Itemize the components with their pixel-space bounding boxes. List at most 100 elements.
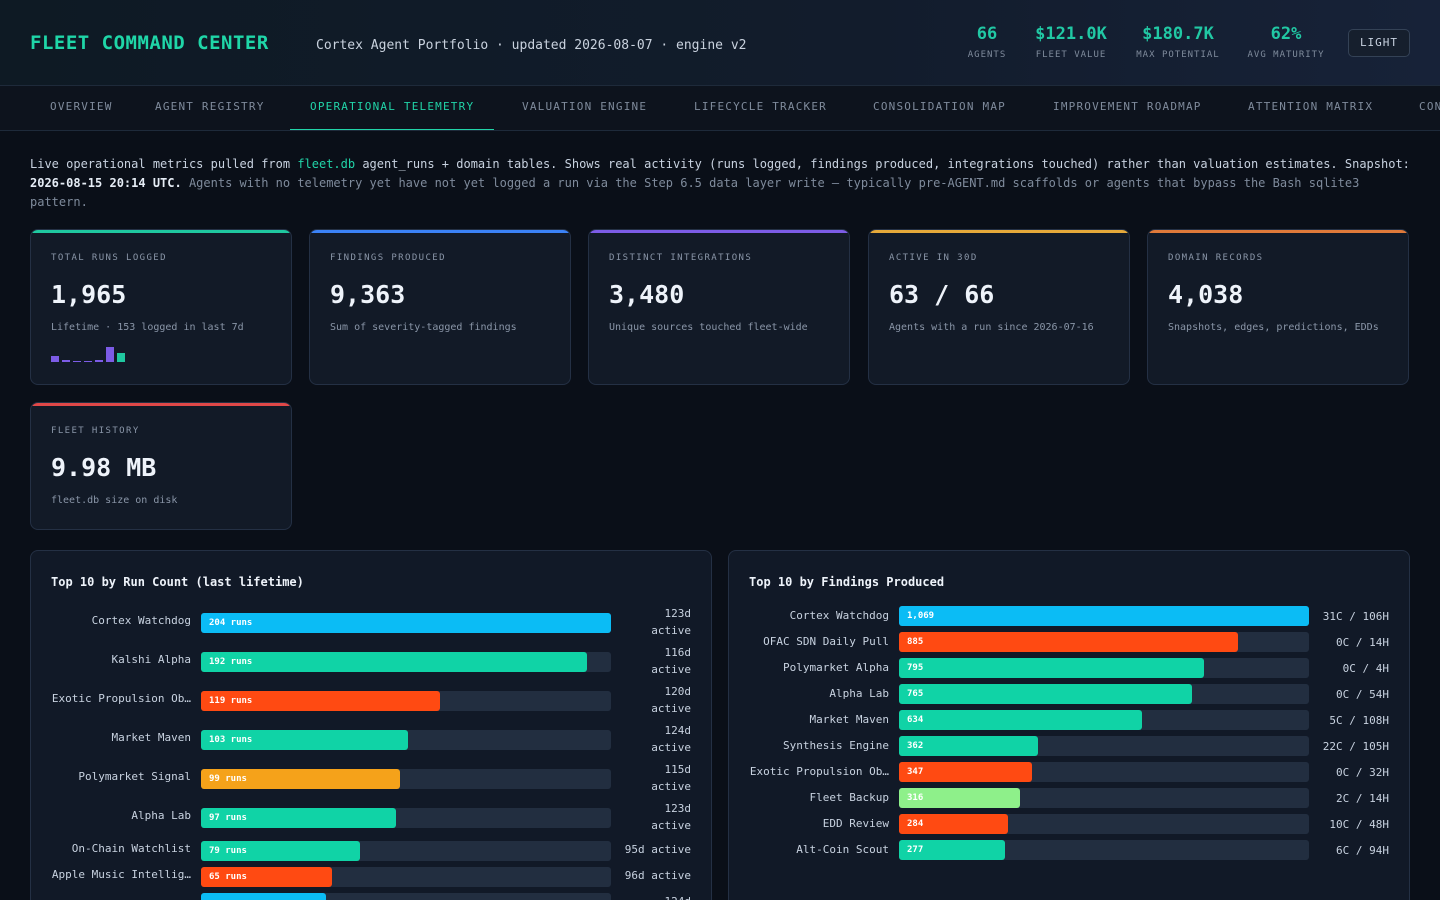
bar-fill: 284 — [899, 814, 1008, 834]
bar-fill: 765 — [899, 684, 1192, 704]
bar-track: 765 — [899, 684, 1309, 704]
bar-fill: 277 — [899, 840, 1005, 860]
card-value: 4,038 — [1168, 280, 1244, 309]
bar-value-label: 277 — [907, 845, 924, 855]
bar-value-label: 99 runs — [209, 774, 247, 784]
row-label: Synthesis Engine — [783, 739, 889, 752]
bar-fill: 316 — [899, 788, 1020, 808]
card-accent — [31, 403, 291, 406]
bar-fill: 103 runs — [201, 730, 408, 750]
bar-track: 99 runs — [201, 769, 611, 789]
stat-label: FLEET VALUE — [1035, 50, 1107, 60]
app-title: FLEET COMMAND CENTER — [30, 32, 269, 54]
theme-toggle-button[interactable]: LIGHT — [1348, 29, 1410, 57]
bar-fill: 79 runs — [201, 841, 360, 861]
tab-attention-matrix[interactable]: ATTENTION MATRIX — [1248, 100, 1374, 113]
bar-value-label: 204 runs — [209, 618, 253, 628]
bar-track: 103 runs — [201, 730, 611, 750]
bar-track: 795 — [899, 658, 1309, 678]
stat-label: AVG MATURITY — [1247, 50, 1325, 60]
spark-bar — [117, 353, 125, 362]
card-accent — [1148, 230, 1408, 233]
bar-value-label: 885 — [907, 637, 924, 647]
card-fleet-history: FLEET HISTORY 9.98 MB fleet.db size on d… — [30, 402, 292, 530]
spark-bar — [51, 356, 59, 362]
bar-fill: 65 runs — [201, 867, 332, 887]
bar-track: 1,069 — [899, 606, 1309, 626]
intro-text: Live operational metrics pulled from — [30, 157, 298, 171]
card-accent — [31, 230, 291, 233]
bar-fill: 634 — [899, 710, 1142, 730]
tab-overview[interactable]: OVERVIEW — [50, 100, 113, 113]
tab-improvement-roadmap[interactable]: IMPROVEMENT ROADMAP — [1053, 100, 1202, 113]
row-note: 115d active — [651, 763, 691, 793]
tab-consolidation-map[interactable]: CONSOLIDATION MAP — [873, 100, 1006, 113]
row-label: On-Chain Watchlist — [71, 842, 191, 855]
stat-value: $180.7K — [1142, 24, 1214, 44]
row-label: Alpha Lab — [829, 687, 889, 700]
row-note: 96d active — [624, 869, 691, 882]
card-sub: fleet.db size on disk — [51, 495, 178, 506]
bar-track — [201, 893, 611, 900]
row-note: 124d active — [651, 724, 691, 754]
intro-note: Agents with no telemetry yet have not ye… — [30, 176, 1360, 209]
row-note: 22C / 105H — [1322, 740, 1389, 753]
bar-fill: 347 — [899, 762, 1032, 782]
card-total-runs: TOTAL RUNS LOGGED 1,965 Lifetime · 153 l… — [30, 229, 292, 385]
row-label: Alpha Lab — [131, 809, 191, 822]
row-label: OFAC SDN Daily Pull — [763, 635, 889, 648]
card-value: 3,480 — [609, 280, 685, 309]
bar-value-label: 765 — [907, 689, 924, 699]
card-label: FINDINGS PRODUCED — [330, 253, 446, 263]
spark-bar — [62, 360, 70, 362]
row-note: 0C / 14H — [1336, 636, 1389, 649]
bar-track: 284 — [899, 814, 1309, 834]
card-sub: Agents with a run since 2026-07-16 — [889, 322, 1094, 333]
row-label: Apple Music Intellig… — [51, 868, 191, 881]
bar-value-label: 362 — [907, 741, 924, 751]
spark-bar — [106, 347, 114, 362]
card-sub: Unique sources touched fleet-wide — [609, 322, 808, 333]
card-label: FLEET HISTORY — [51, 426, 140, 436]
tab-lifecycle-tracker[interactable]: LIFECYCLE TRACKER — [694, 100, 827, 113]
row-label: Fleet Backup — [809, 791, 889, 804]
row-label: Polymarket Alpha — [783, 661, 889, 674]
card-accent — [869, 230, 1129, 233]
stat-avg-maturity: 62% AVG MATURITY — [1240, 24, 1332, 60]
bar-value-label: 119 runs — [209, 696, 253, 706]
main-nav: OVERVIEW AGENT REGISTRY OPERATIONAL TELE… — [0, 86, 1440, 131]
row-note: 31C / 106H — [1322, 610, 1389, 623]
bar-value-label: 65 runs — [209, 872, 247, 882]
row-note: 116d active — [651, 646, 691, 676]
tab-agent-registry[interactable]: AGENT REGISTRY — [155, 100, 265, 113]
card-accent — [310, 230, 570, 233]
row-label: Polymarket Signal — [78, 770, 191, 783]
bar-fill: 192 runs — [201, 652, 587, 672]
stat-fleet-value: $121.0K FLEET VALUE — [1026, 24, 1116, 60]
row-label: Exotic Propulsion Ob… — [51, 692, 191, 705]
bar-fill: 1,069 — [899, 606, 1309, 626]
card-sub: Snapshots, edges, predictions, EDDs — [1168, 322, 1379, 333]
bar-value-label: 192 runs — [209, 657, 253, 667]
card-findings: FINDINGS PRODUCED 9,363 Sum of severity-… — [309, 229, 571, 385]
tab-valuation-engine[interactable]: VALUATION ENGINE — [522, 100, 648, 113]
tab-operational-telemetry[interactable]: OPERATIONAL TELEMETRY — [290, 86, 495, 130]
row-note: 2C / 14H — [1336, 792, 1389, 805]
card-integrations: DISTINCT INTEGRATIONS 3,480 Unique sourc… — [588, 229, 850, 385]
bar-fill: 99 runs — [201, 769, 400, 789]
bar-fill: 119 runs — [201, 691, 440, 711]
row-label: Market Maven — [809, 713, 889, 726]
snapshot-time: 2026-08-15 20:14 UTC. — [30, 176, 182, 190]
bar-fill: 204 runs — [201, 613, 611, 633]
panel-title: Top 10 by Findings Produced — [749, 575, 945, 589]
row-label: EDD Review — [822, 817, 889, 830]
card-accent — [589, 230, 849, 233]
row-note: 0C / 32H — [1336, 766, 1389, 779]
tab-con[interactable]: CON — [1419, 100, 1440, 113]
bar-value-label: 1,069 — [907, 611, 935, 621]
stat-max-potential: $180.7K MAX POTENTIAL — [1130, 24, 1226, 60]
row-note: 123d active — [651, 802, 691, 832]
row-label: Exotic Propulsion Ob… — [749, 765, 889, 778]
bar-value-label: 634 — [907, 715, 924, 725]
bar-fill: 795 — [899, 658, 1204, 678]
